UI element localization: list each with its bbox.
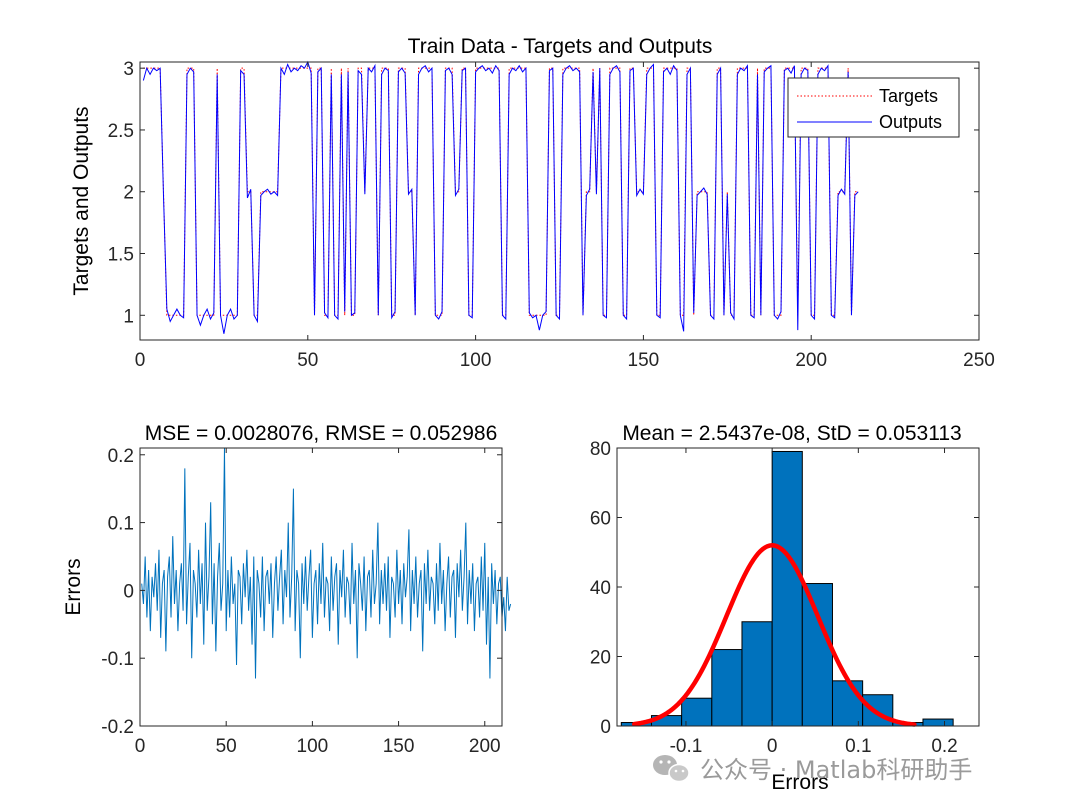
y-tick-label: 60: [590, 509, 611, 530]
y-tick-label: -0.1: [101, 649, 134, 670]
histogram-bar: [711, 649, 743, 727]
series-line-outputs: [142, 60, 859, 334]
x-tick-label: 150: [628, 350, 660, 371]
x-tick-label: 200: [469, 736, 501, 757]
histogram-bar: [771, 450, 803, 727]
histogram-bar: [741, 621, 773, 727]
y-tick-label: 2.5: [108, 121, 134, 142]
histogram-plot-title: Mean = 2.5437e-08, StD = 0.053113: [622, 422, 961, 445]
legend-box: [787, 77, 960, 138]
top-plot-ylabel: Targets and Outputs: [70, 106, 93, 295]
histogram-fit-curve: [631, 543, 917, 727]
y-tick-label: 0: [123, 581, 134, 602]
watermark-text: 公众号 · Matlab科研助手: [700, 756, 972, 784]
y-tick-label: 3: [123, 59, 134, 80]
wechat-icon: [653, 755, 690, 783]
normal-fit-line: [631, 543, 917, 727]
x-tick-label: 250: [963, 350, 995, 371]
y-tick-label: 0: [600, 717, 611, 738]
errors-plot: 0 50 100 150 200 -0.2 -0.1 0 0.1 0.2 MSE = 0.0028…: [62, 422, 512, 757]
y-tick-label: 1: [123, 306, 134, 327]
x-tick-label: 0.2: [931, 736, 957, 757]
x-tick-label: 50: [297, 350, 318, 371]
histogram-plot-xlabel: Errors: [771, 771, 828, 794]
x-tick-label: 100: [460, 350, 492, 371]
series-line-targets: [143, 67, 859, 316]
x-tick-label: 0: [135, 350, 146, 371]
histogram-bar: [922, 718, 954, 727]
top-plot-title: Train Data - Targets and Outputs: [408, 35, 713, 58]
histogram-plot-ticks: -0.1 0 0.1 0.2 0 20 40 60 80: [590, 439, 979, 757]
x-tick-label: 200: [795, 350, 827, 371]
errors-plot-frame: [139, 447, 503, 727]
top-plot-series: [142, 60, 859, 334]
y-tick-label: 20: [590, 648, 611, 669]
x-tick-label: 150: [383, 736, 415, 757]
errors-plot-title: MSE = 0.0028076, RMSE = 0.052986: [145, 422, 498, 445]
y-tick-label: 0.2: [108, 446, 134, 467]
y-tick-label: 2: [123, 183, 134, 204]
x-tick-label: 0: [767, 736, 778, 757]
targets-outputs-plot: 0 50 100 150 200 250 1 1.5 2 2.5 3 Train Data - Ta…: [70, 35, 995, 371]
x-tick-label: 50: [216, 736, 237, 757]
y-tick-label: -0.2: [101, 717, 134, 738]
y-tick-label: 40: [590, 578, 611, 599]
y-tick-label: 1.5: [108, 245, 134, 266]
series-line-errors: [141, 447, 512, 679]
y-tick-label: 80: [590, 439, 611, 460]
x-tick-label: 100: [297, 736, 329, 757]
top-plot-ticks: 0 50 100 150 200 250 1 1.5 2 2.5 3: [108, 59, 995, 371]
watermark: 公众号 · Matlab科研助手: [653, 755, 972, 784]
x-tick-label: -0.1: [670, 736, 703, 757]
top-plot-legend: Targets Outputs: [787, 77, 960, 138]
histogram-bar: [831, 680, 864, 727]
y-tick-label: 0.1: [108, 514, 134, 535]
legend-targets-label: Targets: [879, 86, 938, 106]
histogram-bar: [801, 583, 833, 727]
errors-plot-ticks: 0 50 100 150 200 -0.2 -0.1 0 0.1 0.2: [101, 446, 502, 757]
top-plot-frame: [139, 61, 980, 341]
errors-plot-ylabel: Errors: [62, 558, 85, 615]
errors-plot-series: [141, 447, 512, 679]
x-tick-label: 0.1: [845, 736, 871, 757]
histogram-bar: [862, 694, 894, 727]
legend-outputs-label: Outputs: [879, 112, 942, 132]
x-tick-label: 0: [135, 736, 146, 757]
error-histogram-plot: -0.1 0 0.1 0.2 0 20 40 60 80 Mean = 2.5437e-08, …: [590, 422, 980, 794]
